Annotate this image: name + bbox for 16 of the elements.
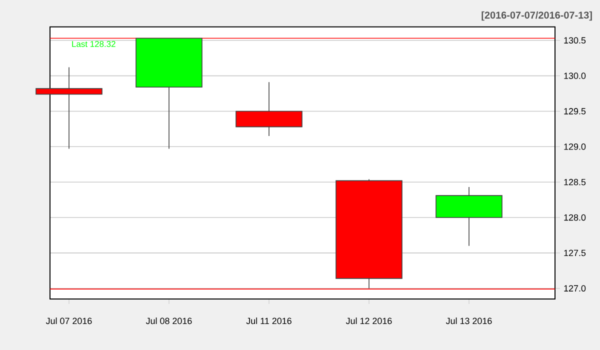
x-tick-label: Jul 08 2016 xyxy=(146,318,192,324)
candlestick xyxy=(36,66,102,150)
y-tick-label: 129.0 xyxy=(564,143,586,150)
chart-title: [2016-07-07/2016-07-13] xyxy=(482,11,592,21)
y-tick-label: 127.5 xyxy=(564,250,586,256)
y-tick-label: 128.5 xyxy=(564,178,586,186)
annotation: Last 128.32 xyxy=(72,41,116,47)
x-tick-label: Jul 13 2016 xyxy=(446,318,492,324)
x-tick-label: Jul 12 2016 xyxy=(346,318,392,324)
y-tick-label: 127.0 xyxy=(564,285,586,292)
y-tick-label: 130.0 xyxy=(564,72,586,79)
y-tick-label: 129.5 xyxy=(564,108,586,114)
y-tick-label: 128.0 xyxy=(564,214,586,221)
x-tick-label: Jul 11 2016 xyxy=(246,318,292,324)
y-tick-label: 130.5 xyxy=(564,37,586,44)
x-tick-label: Jul 07 2016 xyxy=(46,318,92,324)
